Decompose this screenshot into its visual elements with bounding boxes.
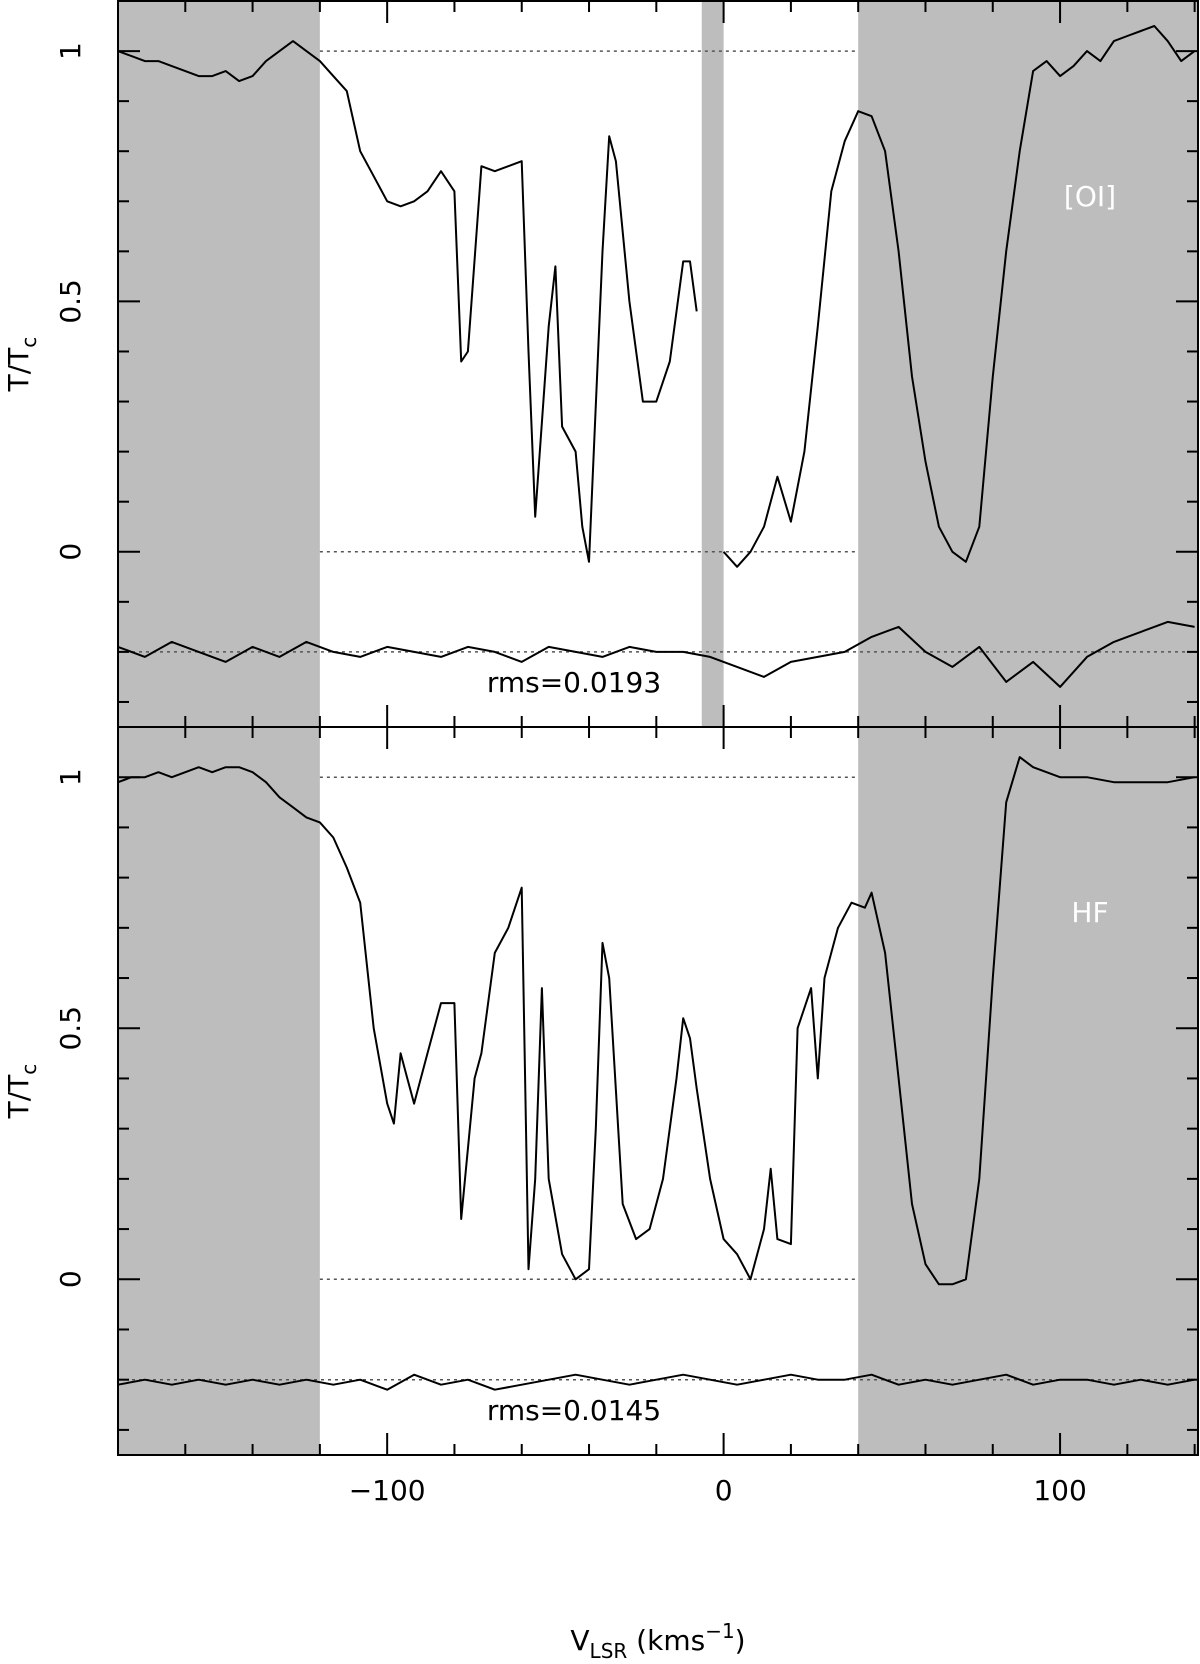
x-tick-label: 0 xyxy=(715,1474,733,1507)
y-axis-label-sub: c xyxy=(17,337,41,348)
residual-line xyxy=(117,1373,1195,1391)
excluded-region xyxy=(118,727,320,1455)
y-tick-label: 1 xyxy=(54,768,87,786)
panel-label: HF xyxy=(1071,896,1108,929)
y-axis-label-sub: c xyxy=(17,1064,41,1075)
excluded-region xyxy=(858,1,1198,727)
spectrum-line xyxy=(117,756,1195,1286)
rms-annotation: rms=0.0193 xyxy=(487,666,661,699)
y-axis-label-main: T/T xyxy=(2,1074,35,1120)
excluded-region xyxy=(701,1,724,727)
x-tick-label: 100 xyxy=(1033,1474,1086,1507)
x-axis-label-sub: LSR xyxy=(590,1639,628,1663)
y-tick-label: 0.5 xyxy=(54,1006,87,1051)
spectrum-line xyxy=(117,25,1196,568)
plot-frame xyxy=(117,726,1199,1456)
y-axis-label-main: T/T xyxy=(2,347,35,393)
excluded-region xyxy=(858,727,1198,1455)
x-axis-label-main: V xyxy=(570,1624,589,1657)
y-tick-label: 1 xyxy=(54,42,87,60)
x-axis-label-sup: −1 xyxy=(705,1619,734,1643)
y-tick-label: 0.5 xyxy=(54,279,87,324)
y-tick-label: 0 xyxy=(54,1270,87,1288)
excluded-region xyxy=(118,1,320,727)
y-tick-label: 0 xyxy=(54,543,87,561)
y-axis-label: T/Tc xyxy=(2,1064,41,1120)
y-axis-label: T/Tc xyxy=(2,337,41,393)
x-axis-label-close: ) xyxy=(735,1624,746,1657)
rms-annotation: rms=0.0145 xyxy=(487,1394,661,1427)
panel-label: [OI] xyxy=(1064,180,1116,213)
residual-line xyxy=(117,620,1195,688)
x-tick-label: −100 xyxy=(349,1474,426,1507)
x-axis-label-unit: (kms xyxy=(627,1624,705,1657)
x-axis-label: VLSR (kms−1) xyxy=(570,1619,745,1663)
